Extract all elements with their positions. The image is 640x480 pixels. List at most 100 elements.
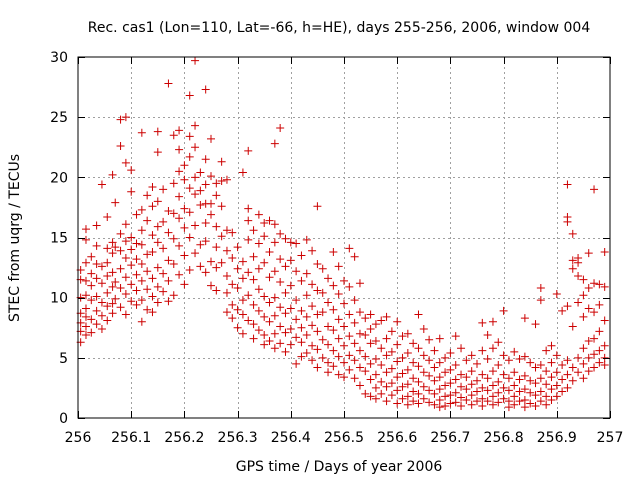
data-point — [265, 336, 274, 345]
data-point — [103, 288, 112, 297]
data-point — [159, 244, 168, 253]
data-point — [451, 375, 460, 384]
data-point — [366, 339, 375, 348]
data-point — [116, 264, 125, 273]
data-point — [222, 308, 231, 317]
data-point — [403, 392, 412, 401]
data-point — [393, 386, 402, 395]
data-point — [132, 239, 141, 248]
data-point — [313, 363, 322, 372]
data-point — [488, 381, 497, 390]
data-point — [201, 237, 210, 246]
data-point — [254, 264, 263, 273]
data-point — [292, 267, 301, 276]
x-tick-label: 257 — [597, 430, 624, 446]
data-point — [520, 314, 529, 323]
data-point — [446, 365, 455, 374]
data-point — [233, 243, 242, 252]
data-point — [478, 318, 487, 327]
data-point — [201, 155, 210, 164]
data-point — [563, 383, 572, 392]
data-point — [547, 395, 556, 404]
data-point — [473, 387, 481, 396]
y-tick-label: 15 — [50, 231, 68, 247]
data-point — [270, 329, 279, 338]
y-tick-label: 5 — [59, 351, 68, 367]
data-point — [478, 401, 487, 410]
data-point — [191, 249, 200, 258]
data-point — [430, 389, 439, 398]
data-point — [563, 180, 572, 189]
data-point — [164, 256, 173, 265]
data-point — [531, 379, 540, 388]
data-point — [81, 276, 90, 285]
data-point — [584, 336, 593, 345]
data-point — [175, 145, 184, 154]
data-point — [590, 308, 599, 317]
data-point — [103, 213, 112, 222]
chart-title: Rec. cas1 (Lon=110, Lat=-66, h=HE), days… — [88, 20, 591, 36]
data-point — [137, 226, 146, 235]
data-point — [265, 317, 274, 326]
data-point — [127, 297, 136, 306]
data-point — [270, 220, 279, 229]
data-point — [579, 374, 588, 383]
data-point — [393, 340, 402, 349]
data-point — [393, 357, 402, 366]
data-point — [414, 377, 423, 386]
data-point — [425, 398, 434, 407]
data-point — [276, 322, 285, 331]
data-point — [281, 347, 290, 356]
data-point — [108, 249, 117, 258]
data-point — [377, 344, 386, 353]
data-point — [286, 324, 295, 333]
data-point — [121, 113, 130, 122]
data-point — [547, 373, 556, 382]
data-point — [148, 308, 157, 317]
data-point — [81, 235, 90, 244]
data-point — [308, 246, 317, 255]
data-point — [350, 356, 359, 365]
data-point — [270, 311, 279, 320]
y-axis-label: STEC from uqrg / TECUs — [7, 154, 23, 322]
data-point — [281, 288, 290, 297]
data-point — [308, 280, 317, 289]
data-point — [217, 258, 226, 267]
data-point — [419, 324, 428, 333]
data-point — [340, 341, 348, 350]
data-point — [127, 166, 136, 175]
data-point — [233, 323, 242, 332]
data-point — [191, 190, 200, 199]
data-point — [425, 356, 434, 365]
data-point — [180, 161, 189, 170]
data-point — [430, 363, 439, 372]
data-point — [345, 332, 354, 341]
data-point — [121, 310, 130, 319]
data-point — [121, 273, 130, 282]
data-point — [568, 322, 577, 331]
data-point — [552, 381, 561, 390]
data-point — [441, 353, 450, 362]
data-point — [297, 352, 306, 361]
data-point — [467, 351, 476, 360]
data-point — [345, 310, 354, 319]
data-point — [121, 290, 130, 299]
data-point — [371, 370, 380, 379]
data-point — [526, 388, 535, 397]
data-point — [462, 385, 471, 394]
data-point — [212, 222, 221, 231]
data-point — [478, 394, 487, 403]
data-point — [494, 388, 503, 397]
data-point — [244, 216, 253, 225]
data-point — [441, 401, 450, 410]
data-point — [483, 386, 492, 395]
data-point — [488, 367, 497, 376]
data-point — [103, 258, 112, 267]
data-point — [180, 223, 189, 232]
data-point — [254, 306, 263, 315]
data-point — [350, 339, 359, 348]
data-point — [222, 226, 231, 235]
data-point — [260, 232, 269, 241]
data-point — [153, 298, 162, 307]
data-point — [515, 397, 524, 406]
